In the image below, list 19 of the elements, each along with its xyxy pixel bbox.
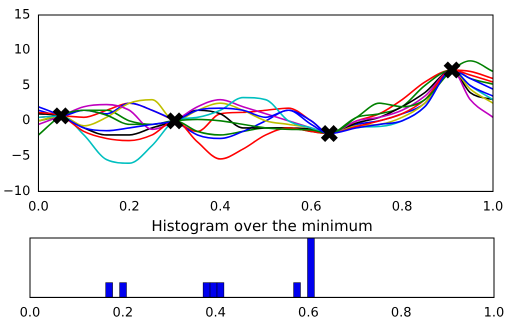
x-tick-label: 0.0 <box>20 306 40 321</box>
y-tick-label: −5 <box>11 148 30 164</box>
chart-title: Histogram over the minimum <box>151 216 373 235</box>
y-tick-label: 15 <box>14 7 30 22</box>
y-tick-label: 10 <box>14 42 30 58</box>
y-tick-label: 0 <box>22 113 30 128</box>
x-tick-label: 0.2 <box>112 306 134 321</box>
x-tick-label: 0.4 <box>205 306 226 321</box>
x-tick-label: 0.2 <box>119 200 140 215</box>
y-tick-label: −10 <box>2 184 30 199</box>
x-tick-label: 0.0 <box>28 200 49 215</box>
x-tick-label: 0.8 <box>390 306 412 321</box>
x-tick-label: 0.4 <box>210 200 231 215</box>
x-tick-label: 0.8 <box>392 200 412 215</box>
x-tick-label: 1.0 <box>484 306 504 321</box>
x-tick-label: 0.6 <box>300 200 322 215</box>
x-tick-label: 1.0 <box>482 200 504 215</box>
x-tick-label: 0.6 <box>298 306 319 321</box>
y-tick-label: 5 <box>22 78 30 93</box>
